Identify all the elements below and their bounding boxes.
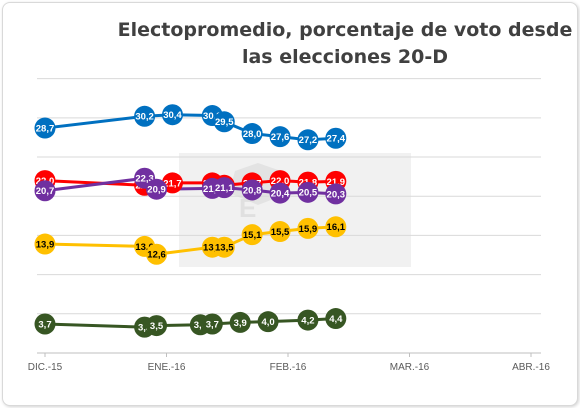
data-label: 13,6: [135, 242, 154, 253]
data-label: 20,5: [299, 188, 318, 199]
data-label: 30,3: [203, 111, 222, 122]
x-tick-label: DIC.-15: [28, 362, 63, 373]
data-label: 4,0: [261, 317, 274, 328]
data-label: 27,2: [299, 135, 318, 146]
data-label: 15,1: [243, 230, 262, 241]
data-point-marker: [134, 105, 156, 127]
svg-text:E: E: [239, 193, 256, 223]
data-point-marker: [297, 309, 319, 331]
data-label: 13,9: [36, 239, 55, 250]
data-label: 15,5: [271, 227, 290, 238]
data-point-marker: [34, 233, 56, 255]
data-label: 3,7: [206, 319, 219, 330]
data-point-marker: [229, 311, 251, 333]
x-tick-label: ABR.-16: [512, 362, 550, 373]
data-label: 30,2: [135, 112, 154, 123]
data-point-marker: [146, 315, 168, 337]
data-point-marker: [269, 126, 291, 148]
data-label: 20,8: [243, 185, 262, 196]
data-point-marker: [34, 313, 56, 335]
data-label: 30,4: [163, 110, 182, 121]
data-label: 21,7: [163, 178, 182, 189]
x-tick-label: MAR.-16: [390, 362, 430, 373]
data-label: 12,6: [147, 250, 166, 261]
data-point-marker: [325, 216, 347, 238]
data-label: 4,4: [329, 314, 343, 325]
data-point-marker: [269, 221, 291, 243]
data-point-marker: [213, 111, 235, 133]
data-label: 3,9: [234, 318, 247, 329]
data-label: 29,5: [215, 117, 234, 128]
data-point-marker: [297, 217, 319, 239]
data-label: 3,7: [38, 319, 51, 330]
data-label: 3,6: [194, 320, 207, 331]
data-label: 28,7: [36, 123, 55, 134]
data-label: 21,1: [215, 183, 234, 194]
data-point-marker: [325, 183, 347, 205]
data-point-marker: [269, 182, 291, 204]
data-point-marker: [241, 224, 263, 246]
data-label: 20,9: [147, 185, 166, 196]
data-point-marker: [241, 179, 263, 201]
data-label: 22,0: [271, 176, 290, 187]
data-label: 22,3: [135, 174, 154, 185]
data-label: 4,2: [301, 315, 314, 326]
data-label: 28,0: [243, 129, 262, 140]
data-label: 16,1: [327, 222, 346, 233]
data-label: 20,3: [327, 189, 346, 200]
series-line-1: [44, 113, 336, 142]
data-label: 3,3: [138, 323, 151, 334]
data-label: 21,0: [203, 184, 222, 195]
chart-title: Electopromedio, porcentaje de voto desde…: [117, 19, 573, 68]
line-chart: E 28,7 30,2 30,4 30,329,5 28,0 27,6 27,2 27,4 22…: [28, 78, 550, 373]
data-point-marker: [201, 313, 223, 335]
data-point-marker: [146, 243, 168, 265]
data-point-marker: [34, 180, 56, 202]
data-point-marker: [241, 123, 263, 145]
data-label: 15,9: [299, 224, 318, 235]
data-label: 21,9: [327, 177, 346, 188]
data-point-marker: [34, 117, 56, 139]
data-label: 3,5: [150, 321, 164, 332]
data-label: 27,4: [327, 134, 346, 145]
data-label: 13,5: [203, 243, 222, 254]
data-point-marker: [213, 236, 235, 258]
data-point-marker: [297, 181, 319, 203]
x-tick-label: FEB.-16: [270, 362, 307, 373]
data-point-marker: [325, 308, 347, 330]
data-point-marker: [213, 177, 235, 199]
x-tick-label: ENE.-16: [148, 362, 186, 373]
data-label: 13,5: [215, 243, 234, 254]
data-point-marker: [146, 178, 168, 200]
data-point-marker: [257, 311, 279, 333]
data-label: 20,7: [36, 186, 55, 197]
data-point-marker: [161, 104, 183, 126]
data-point-marker: [325, 127, 347, 149]
data-label: 27,6: [271, 132, 290, 143]
data-point-marker: [297, 129, 319, 151]
data-point-marker: [161, 172, 183, 194]
data-label: 20,4: [271, 189, 290, 200]
